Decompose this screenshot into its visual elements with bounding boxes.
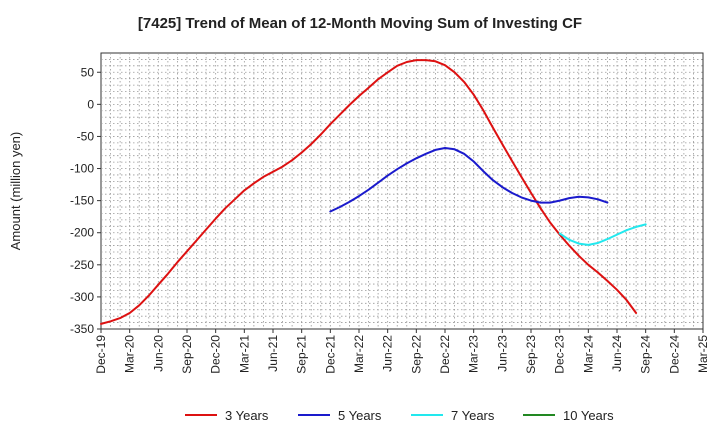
legend-label: 5 Years bbox=[338, 408, 382, 423]
x-tick-label: Sep-24 bbox=[639, 335, 653, 374]
x-tick-label: Mar-20 bbox=[123, 335, 137, 373]
y-tick-label: -50 bbox=[77, 129, 95, 143]
x-tick-label: Sep-23 bbox=[524, 335, 538, 374]
legend-label: 7 Years bbox=[451, 408, 495, 423]
x-tick-label: Dec-23 bbox=[553, 335, 567, 374]
y-tick-label: -150 bbox=[70, 194, 94, 208]
x-tick-label: Mar-22 bbox=[352, 335, 366, 373]
y-axis-label: Amount (million yen) bbox=[8, 132, 23, 251]
x-tick-label: Jun-20 bbox=[151, 335, 165, 372]
series-lines bbox=[100, 59, 647, 325]
x-tick-label: Jun-21 bbox=[266, 335, 280, 372]
chart-title: [7425] Trend of Mean of 12-Month Moving … bbox=[138, 15, 582, 32]
grid-lines bbox=[101, 53, 703, 329]
y-tick-label: -350 bbox=[70, 322, 94, 336]
x-tick-label: Jun-22 bbox=[381, 335, 395, 372]
legend-label: 10 Years bbox=[563, 408, 614, 423]
legend: 3 Years 5 Years 7 Years 10 Years bbox=[185, 408, 614, 423]
series-line-5-years bbox=[329, 147, 609, 213]
x-tick-label: Sep-21 bbox=[295, 335, 309, 374]
y-tick-label: -250 bbox=[70, 258, 94, 272]
y-tick-label: -300 bbox=[70, 290, 94, 304]
y-axis-ticks: 50 0 -50 -100 -150 -200 -250 -300 -350 bbox=[70, 65, 101, 336]
y-tick-label: -100 bbox=[70, 162, 94, 176]
legend-label: 3 Years bbox=[225, 408, 269, 423]
x-tick-label: Mar-24 bbox=[581, 335, 595, 373]
series-line-7-years bbox=[558, 223, 647, 246]
x-tick-label: Dec-20 bbox=[209, 335, 223, 374]
y-tick-label: -200 bbox=[70, 226, 94, 240]
x-tick-label: Dec-22 bbox=[438, 335, 452, 374]
x-tick-label: Mar-21 bbox=[237, 335, 251, 373]
x-tick-label: Mar-25 bbox=[696, 335, 710, 373]
x-axis-ticks: Dec-19 Mar-20 Jun-20 Sep-20 Dec-20 Mar-21 Jun-… bbox=[94, 329, 710, 374]
x-tick-label: Mar-23 bbox=[467, 335, 481, 373]
y-tick-label: 50 bbox=[81, 65, 95, 79]
x-tick-label: Sep-20 bbox=[180, 335, 194, 374]
x-tick-label: Jun-23 bbox=[495, 335, 509, 372]
plot-area bbox=[100, 52, 704, 330]
series-line-3-years bbox=[100, 59, 638, 325]
x-tick-label: Dec-21 bbox=[323, 335, 337, 374]
x-tick-label: Sep-22 bbox=[409, 335, 423, 374]
x-tick-label: Dec-24 bbox=[667, 335, 681, 374]
x-tick-label: Jun-24 bbox=[610, 335, 624, 372]
x-tick-label: Dec-19 bbox=[94, 335, 108, 374]
y-tick-label: 0 bbox=[87, 97, 94, 111]
